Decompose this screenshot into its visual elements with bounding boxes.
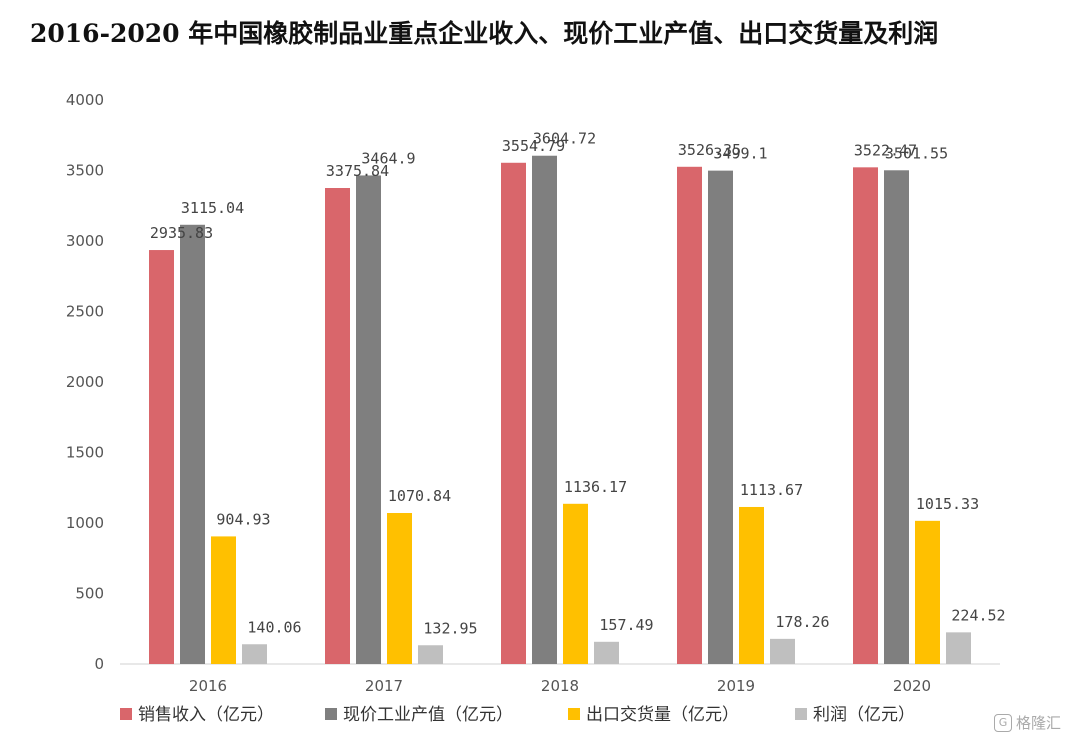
bar-2019-series-3 bbox=[770, 638, 795, 664]
x-tick-label: 2017 bbox=[365, 677, 403, 695]
y-tick-label: 1500 bbox=[66, 444, 104, 462]
data-label: 1070.84 bbox=[388, 487, 451, 505]
legend: 销售收入（亿元） 现价工业产值（亿元） 出口交货量（亿元） 利润（亿元） bbox=[120, 705, 915, 725]
data-label: 2935.83 bbox=[150, 224, 213, 242]
x-tick-label: 2020 bbox=[893, 677, 931, 695]
chart-title: 2016-2020 年中国橡胶制品业重点企业收入、现价工业产值、出口交货量及利润 bbox=[30, 19, 939, 48]
bar-2016-series-1 bbox=[180, 224, 205, 664]
bar-2016-series-2 bbox=[211, 536, 236, 664]
bar-2018-series-3 bbox=[594, 641, 619, 664]
bars bbox=[149, 155, 971, 665]
x-tick-label: 2018 bbox=[541, 677, 579, 695]
legend-swatch bbox=[568, 708, 580, 720]
bar-2020-series-2 bbox=[915, 520, 940, 664]
y-tick-label: 3500 bbox=[66, 162, 104, 180]
bar-2017-series-1 bbox=[356, 175, 381, 664]
legend-label: 现价工业产值（亿元） bbox=[343, 705, 513, 725]
data-label: 224.52 bbox=[951, 606, 1005, 624]
y-tick-label: 3000 bbox=[66, 232, 104, 250]
data-label: 3604.72 bbox=[533, 130, 596, 148]
bar-2020-series-1 bbox=[884, 170, 909, 665]
bar-2019-series-2 bbox=[739, 506, 764, 664]
data-label: 140.06 bbox=[247, 618, 301, 636]
bar-2017-series-2 bbox=[387, 513, 412, 664]
bar-2016-series-0 bbox=[149, 250, 174, 664]
y-axis-ticks: 0 500 1000 1500 2000 2500 3000 3500 4000 bbox=[66, 91, 104, 673]
legend-swatch bbox=[795, 708, 807, 720]
y-tick-label: 4000 bbox=[66, 91, 104, 109]
bar-2019-series-1 bbox=[708, 170, 733, 665]
legend-label: 出口交货量（亿元） bbox=[586, 705, 739, 725]
bar-2018-series-1 bbox=[532, 155, 557, 664]
data-label: 3499.1 bbox=[713, 145, 767, 163]
y-tick-label: 0 bbox=[94, 655, 104, 673]
bar-2019-series-0 bbox=[677, 166, 702, 664]
data-label: 3522.47 bbox=[854, 141, 917, 159]
bar-2018-series-2 bbox=[563, 503, 588, 664]
data-label: 178.26 bbox=[775, 613, 829, 631]
data-label: 1113.67 bbox=[740, 481, 803, 499]
data-label: 904.93 bbox=[216, 510, 270, 528]
watermark-text: 格隆汇 bbox=[1015, 714, 1061, 732]
x-axis-ticks: 2016 2017 2018 2019 2020 bbox=[189, 677, 931, 695]
data-label: 1015.33 bbox=[916, 495, 979, 513]
bar-2020-series-0 bbox=[853, 167, 878, 664]
legend-swatch bbox=[325, 708, 337, 720]
data-label: 157.49 bbox=[599, 616, 653, 634]
bar-2016-series-3 bbox=[242, 644, 267, 664]
bar-2018-series-0 bbox=[501, 162, 526, 665]
y-tick-label: 1000 bbox=[66, 514, 104, 532]
bar-2020-series-3 bbox=[946, 632, 971, 664]
data-label: 3526.35 bbox=[678, 141, 741, 159]
bar-2017-series-0 bbox=[325, 188, 350, 664]
data-label: 132.95 bbox=[423, 619, 477, 637]
data-label: 3375.84 bbox=[326, 162, 389, 180]
data-label: 1136.17 bbox=[564, 478, 627, 496]
y-tick-label: 2000 bbox=[66, 373, 104, 391]
legend-swatch bbox=[120, 708, 132, 720]
y-tick-label: 2500 bbox=[66, 303, 104, 321]
data-label: 3554.79 bbox=[502, 137, 565, 155]
legend-label: 利润（亿元） bbox=[813, 705, 915, 725]
x-tick-label: 2019 bbox=[717, 677, 755, 695]
x-tick-label: 2016 bbox=[189, 677, 227, 695]
data-label: 3115.04 bbox=[181, 199, 244, 217]
watermark-logo-icon: G bbox=[993, 713, 1012, 732]
bar-2017-series-3 bbox=[418, 645, 443, 664]
watermark: G 格隆汇 bbox=[993, 712, 1061, 733]
data-label: 3464.9 bbox=[361, 149, 415, 167]
data-label: 3501.55 bbox=[885, 144, 948, 162]
y-tick-label: 500 bbox=[75, 585, 104, 603]
legend-label: 销售收入（亿元） bbox=[138, 705, 274, 725]
